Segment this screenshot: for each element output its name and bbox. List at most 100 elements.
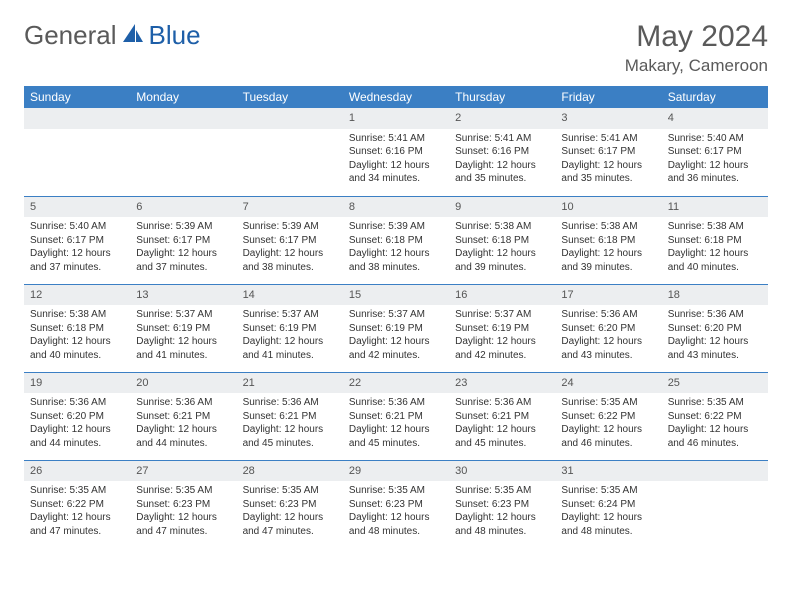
daylight-line: Daylight: 12 hours and 45 minutes. [243,423,337,450]
calendar-cell: 22Sunrise: 5:36 AMSunset: 6:21 PMDayligh… [343,372,449,460]
calendar-week: 5Sunrise: 5:40 AMSunset: 6:17 PMDaylight… [24,196,768,284]
calendar-cell: 23Sunrise: 5:36 AMSunset: 6:21 PMDayligh… [449,372,555,460]
day-body: Sunrise: 5:36 AMSunset: 6:21 PMDaylight:… [343,393,449,454]
sunrise-line: Sunrise: 5:39 AM [349,220,443,234]
daylight-line: Daylight: 12 hours and 48 minutes. [349,511,443,538]
calendar-cell: 5Sunrise: 5:40 AMSunset: 6:17 PMDaylight… [24,196,130,284]
sunset-line: Sunset: 6:17 PM [668,145,762,159]
sunset-line: Sunset: 6:17 PM [30,234,124,248]
day-number: 6 [130,197,236,218]
day-body: Sunrise: 5:36 AMSunset: 6:20 PMDaylight:… [555,305,661,366]
header: General Blue May 2024 Makary, Cameroon [24,20,768,76]
sunset-line: Sunset: 6:21 PM [136,410,230,424]
day-body: Sunrise: 5:41 AMSunset: 6:16 PMDaylight:… [449,129,555,190]
sunset-line: Sunset: 6:16 PM [349,145,443,159]
calendar-cell: 15Sunrise: 5:37 AMSunset: 6:19 PMDayligh… [343,284,449,372]
sunrise-line: Sunrise: 5:35 AM [349,484,443,498]
calendar-cell [662,460,768,548]
sunset-line: Sunset: 6:21 PM [349,410,443,424]
sail-icon [121,20,145,51]
sunrise-line: Sunrise: 5:40 AM [668,132,762,146]
daylight-line: Daylight: 12 hours and 39 minutes. [561,247,655,274]
daylight-line: Daylight: 12 hours and 40 minutes. [668,247,762,274]
weekday-header: Tuesday [237,86,343,108]
sunrise-line: Sunrise: 5:38 AM [455,220,549,234]
sunset-line: Sunset: 6:18 PM [30,322,124,336]
calendar-cell: 26 Sunrise: 5:35 AMSunset: 6:22 PMDayligh… [24,460,130,548]
sunset-line: Sunset: 6:20 PM [668,322,762,336]
day-number: 10 [555,197,661,218]
day-number: 30 [449,461,555,482]
calendar-week: 19Sunrise: 5:36 AMSunset: 6:20 PMDayligh… [24,372,768,460]
sunset-line: Sunset: 6:19 PM [243,322,337,336]
calendar-cell: 27Sunrise: 5:35 AMSunset: 6:23 PMDayligh… [130,460,236,548]
day-number: 8 [343,197,449,218]
day-number: 19 [24,373,130,394]
daylight-line: Daylight: 12 hours and 45 minutes. [349,423,443,450]
day-number: 31 [555,461,661,482]
daylight-line: Daylight: 12 hours and 37 minutes. [30,247,124,274]
sunset-line: Sunset: 6:20 PM [30,410,124,424]
sunset-line: Sunset: 6:19 PM [455,322,549,336]
sunrise-line: Sunrise: 5:35 AM [561,484,655,498]
daylight-line: Daylight: 12 hours and 47 minutes. [30,511,124,538]
calendar-cell: 28Sunrise: 5:35 AMSunset: 6:23 PMDayligh… [237,460,343,548]
sunrise-line: Sunrise: 5:38 AM [668,220,762,234]
title-block: May 2024 Makary, Cameroon [625,20,768,76]
calendar-cell: 14 Sunrise: 5:37 AMSunset: 6:19 PMDayligh… [237,284,343,372]
weekday-header: Wednesday [343,86,449,108]
sunset-line: Sunset: 6:21 PM [243,410,337,424]
daylight-line: Daylight: 12 hours and 38 minutes. [243,247,337,274]
sunset-line: Sunset: 6:19 PM [136,322,230,336]
sunrise-line: Sunrise: 5:35 AM [30,484,124,498]
day-number: 22 [343,373,449,394]
calendar-cell: 3Sunrise: 5:41 AMSunset: 6:17 PMDaylight… [555,108,661,196]
day-body: Sunrise: 5:39 AMSunset: 6:18 PMDaylight:… [343,217,449,278]
day-body: Sunrise: 5:39 AMSunset: 6:17 PMDaylight:… [237,217,343,278]
daylight-line: Daylight: 12 hours and 42 minutes. [455,335,549,362]
daylight-line: Daylight: 12 hours and 35 minutes. [561,159,655,186]
sunset-line: Sunset: 6:24 PM [561,498,655,512]
daylight-line: Daylight: 12 hours and 47 minutes. [136,511,230,538]
day-number: 11 [662,197,768,218]
day-body: Sunrise: 5:38 AMSunset: 6:18 PMDaylight:… [24,305,130,366]
calendar-cell: 31 Sunrise: 5:35 AMSunset: 6:24 PMDayligh… [555,460,661,548]
daylight-line: Daylight: 12 hours and 48 minutes. [455,511,549,538]
sunset-line: Sunset: 6:20 PM [561,322,655,336]
calendar-cell: 24Sunrise: 5:35 AMSunset: 6:22 PMDayligh… [555,372,661,460]
sunrise-line: Sunrise: 5:36 AM [30,396,124,410]
weekday-header: Saturday [662,86,768,108]
daylight-line: Daylight: 12 hours and 41 minutes. [243,335,337,362]
sunrise-line: Sunrise: 5:35 AM [668,396,762,410]
sunrise-line: Sunrise: 5:38 AM [561,220,655,234]
day-body: Sunrise: 5:37 AMSunset: 6:19 PMDaylight:… [449,305,555,366]
day-body: Sunrise: 5:35 AMSunset: 6:23 PMDaylight:… [449,481,555,542]
location-label: Makary, Cameroon [625,56,768,76]
sunset-line: Sunset: 6:23 PM [136,498,230,512]
sunrise-line: Sunrise: 5:35 AM [455,484,549,498]
sunset-line: Sunset: 6:18 PM [349,234,443,248]
day-number: 14 [237,285,343,306]
sunset-line: Sunset: 6:23 PM [455,498,549,512]
brand-logo: General Blue [24,20,201,51]
daylight-line: Daylight: 12 hours and 44 minutes. [30,423,124,450]
calendar-cell: 12Sunrise: 5:38 AMSunset: 6:18 PMDayligh… [24,284,130,372]
sunrise-line: Sunrise: 5:41 AM [455,132,549,146]
calendar-cell: 2Sunrise: 5:41 AMSunset: 6:16 PMDaylight… [449,108,555,196]
calendar-cell: 21Sunrise: 5:36 AMSunset: 6:21 PMDayligh… [237,372,343,460]
day-number: 26 [24,461,130,482]
calendar-cell: 30Sunrise: 5:35 AMSunset: 6:23 PMDayligh… [449,460,555,548]
sunset-line: Sunset: 6:22 PM [30,498,124,512]
daylight-line: Daylight: 12 hours and 48 minutes. [561,511,655,538]
sunrise-line: Sunrise: 5:35 AM [136,484,230,498]
day-body: Sunrise: 5:36 AMSunset: 6:21 PMDaylight:… [130,393,236,454]
day-number: 9 [449,197,555,218]
day-number: 13 [130,285,236,306]
sunrise-line: Sunrise: 5:37 AM [243,308,337,322]
day-body: Sunrise: 5:36 AMSunset: 6:21 PMDaylight:… [449,393,555,454]
day-body: Sunrise: 5:37 AMSunset: 6:19 PMDaylight:… [343,305,449,366]
sunrise-line: Sunrise: 5:39 AM [243,220,337,234]
calendar-cell [237,108,343,196]
calendar-cell: 10Sunrise: 5:38 AMSunset: 6:18 PMDayligh… [555,196,661,284]
sunset-line: Sunset: 6:18 PM [455,234,549,248]
